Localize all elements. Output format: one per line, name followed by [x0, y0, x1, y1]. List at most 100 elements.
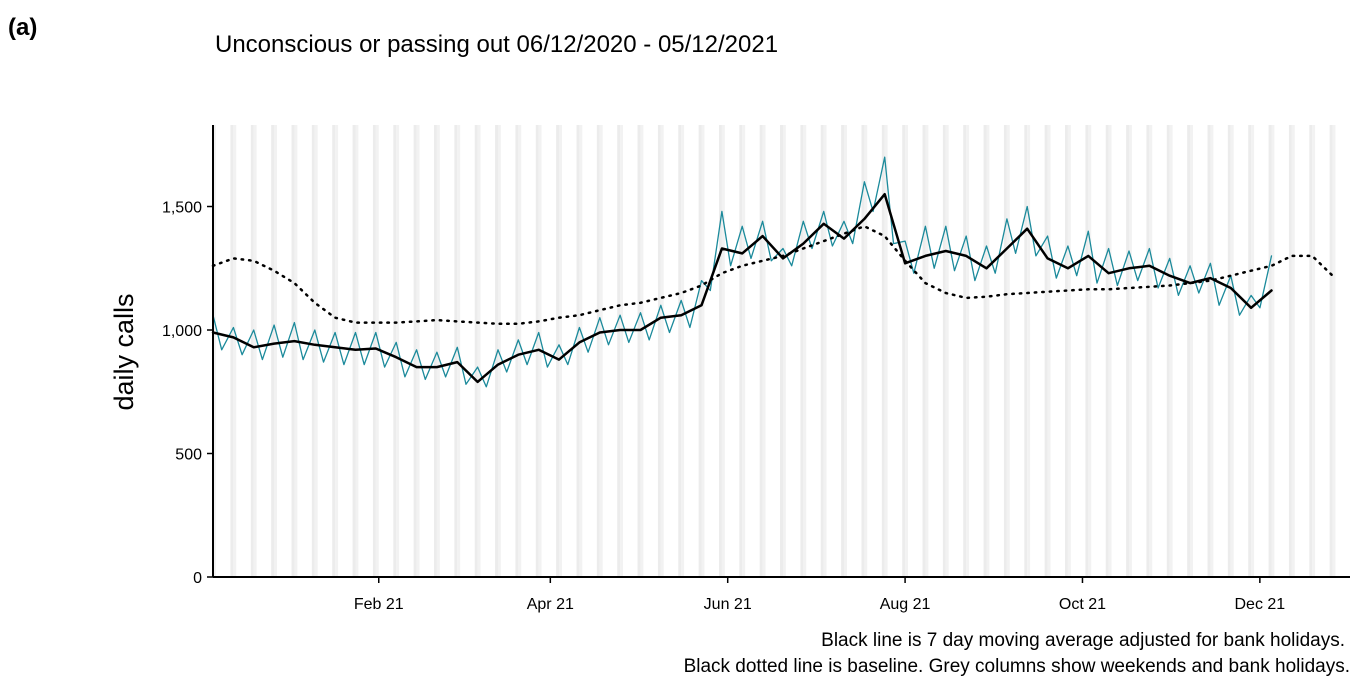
weekend-column [1288, 125, 1292, 577]
weekend-column [657, 125, 661, 577]
weekend-column [1329, 125, 1333, 577]
weekend-column [372, 125, 376, 577]
weekend-column [678, 125, 682, 577]
weekend-column [963, 125, 967, 577]
weekend-column [1187, 125, 1191, 577]
weekend-column [637, 125, 641, 577]
weekend-column [1065, 125, 1068, 577]
weekend-column [396, 125, 400, 577]
weekend-column [1248, 125, 1252, 577]
weekend-column [1309, 125, 1313, 577]
weekend-column [841, 125, 845, 577]
x-tick-label: Dec 21 [1235, 596, 1286, 613]
weekend-column [1149, 125, 1153, 577]
weekend-column [1190, 125, 1193, 577]
weekend-column [1044, 125, 1048, 577]
x-tick-label: Jun 21 [704, 596, 752, 613]
weekend-column [291, 125, 295, 577]
weekend-column [640, 125, 644, 577]
weekend-column [1291, 125, 1295, 577]
weekend-column [1024, 125, 1028, 577]
weekend-column [925, 125, 929, 577]
weekend-column [1230, 125, 1234, 577]
weekend-column [844, 125, 847, 577]
weekend-column [335, 125, 339, 577]
weekend-column [416, 125, 420, 577]
moving-average-line [211, 192, 1273, 384]
weekend-column [823, 125, 827, 577]
weekend-column [1169, 125, 1173, 577]
weekend-column [1251, 125, 1255, 577]
weekend-column [1271, 125, 1275, 577]
weekend-column [253, 125, 257, 577]
x-tick-label: Aug 21 [880, 596, 931, 613]
weekend-column [1146, 125, 1150, 577]
weekend-column [1207, 125, 1211, 577]
weekend-column [1088, 125, 1092, 577]
y-tick-label: 1,000 [162, 323, 202, 340]
weekend-column [497, 125, 501, 577]
weekend-column [762, 125, 766, 577]
weekend-column [375, 125, 379, 577]
panel-label: (a) [8, 14, 37, 41]
weekend-column [477, 125, 481, 577]
weekend-column [1332, 125, 1336, 577]
weekend-column [596, 125, 600, 577]
weekend-column [271, 125, 275, 577]
weekend-column [230, 125, 234, 577]
weekend-column [718, 125, 722, 577]
weekend-column [559, 125, 562, 577]
weekend-column [576, 125, 580, 577]
weekend-column [942, 125, 946, 577]
weekend-column [803, 125, 807, 577]
weekend-column [1108, 125, 1112, 577]
weekend-column [1006, 125, 1010, 577]
daily-line [212, 156, 1273, 388]
weekend-column [1126, 125, 1129, 577]
x-tick-label: Oct 21 [1059, 596, 1106, 613]
weekend-column [434, 125, 437, 577]
weekend-column [233, 125, 237, 577]
weekend-column [556, 125, 560, 577]
weekend-column [352, 125, 356, 577]
weekend-column [902, 125, 906, 577]
weekend-column [905, 125, 908, 577]
weekend-column [617, 125, 621, 577]
weekend-column [1312, 125, 1316, 577]
weekend-column [861, 125, 865, 577]
weekend-column [922, 125, 926, 577]
weekend-column [945, 125, 949, 577]
weekend-column [681, 125, 685, 577]
weekend-column [1210, 125, 1214, 577]
weekend-column [1047, 125, 1051, 577]
weekend-column [413, 125, 417, 577]
y-tick-label: 1,500 [162, 200, 202, 217]
caption: Black dotted line is baseline. Grey colu… [684, 656, 1350, 677]
weekend-column [966, 125, 970, 577]
weekend-column [294, 125, 298, 577]
weekend-column [1067, 125, 1071, 577]
weekend-column [1227, 125, 1231, 577]
chart-title: Unconscious or passing out 06/12/2020 - … [215, 31, 778, 58]
weekend-column [474, 125, 478, 577]
weekend-column [1128, 125, 1132, 577]
weekend-column [332, 125, 336, 577]
weekend-column [739, 125, 743, 577]
weekend-column [355, 125, 359, 577]
weekend-column [1166, 125, 1170, 577]
weekend-column [1085, 125, 1089, 577]
weekend-column [800, 125, 804, 577]
weekend-column [495, 125, 498, 577]
weekend-column [311, 125, 315, 577]
weekend-column [250, 125, 254, 577]
weekend-column [1105, 125, 1109, 577]
weekend-column [864, 125, 868, 577]
y-tick-label: 500 [175, 447, 202, 464]
weekend-column [518, 125, 522, 577]
weekend-column [721, 125, 725, 577]
weekend-column [983, 125, 987, 577]
caption: Black line is 7 day moving average adjus… [821, 630, 1345, 651]
weekend-column [986, 125, 990, 577]
weekend-column [599, 125, 603, 577]
